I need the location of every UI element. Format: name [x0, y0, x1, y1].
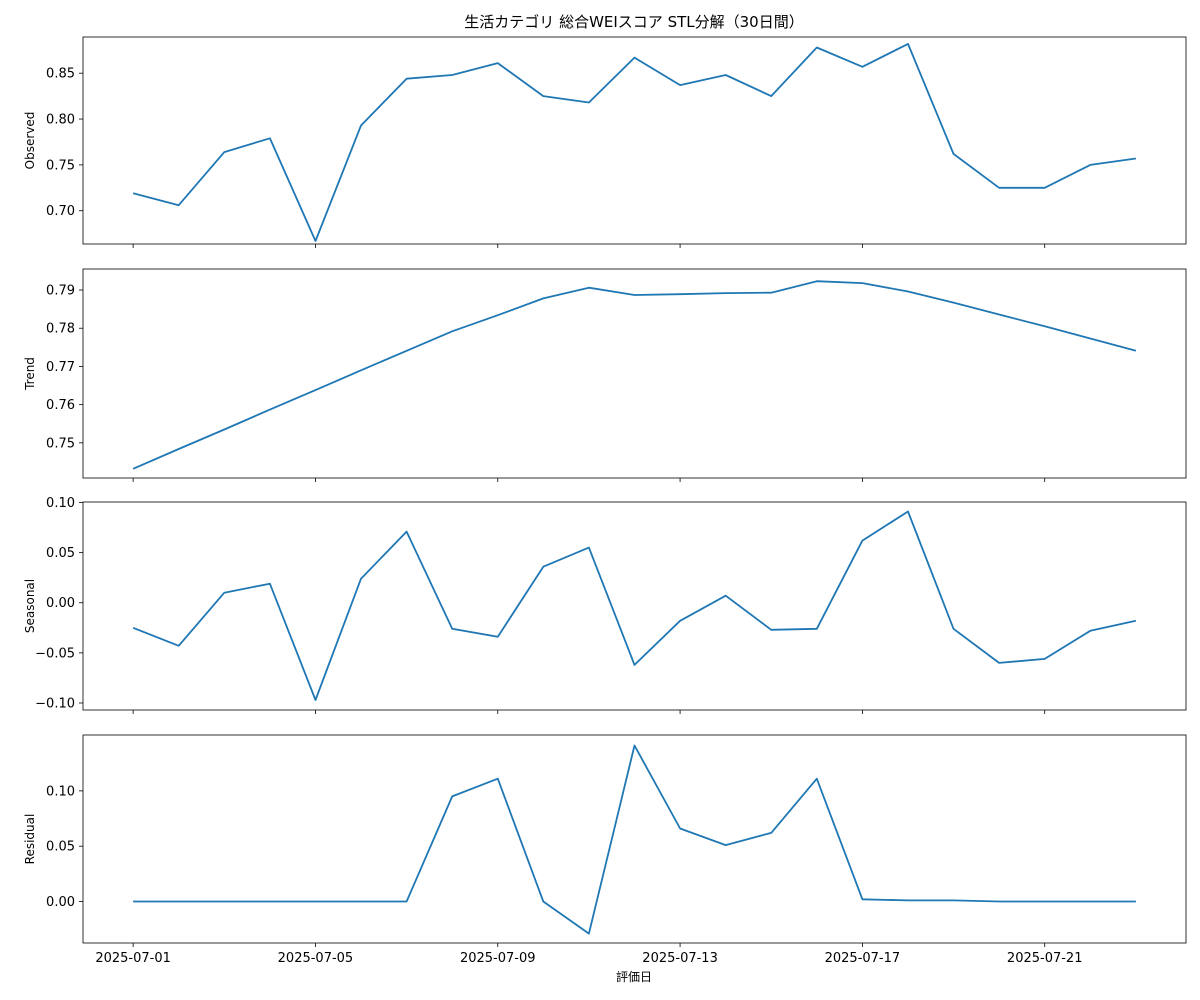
- seasonal-y-tick-label: −0.05: [35, 646, 75, 661]
- x-tick-label: 2025-07-01: [95, 951, 171, 966]
- residual-series-line: [133, 744, 1136, 935]
- seasonal-y-tick-label: 0.05: [46, 546, 75, 561]
- seasonal-y-tick-label: 0.10: [46, 496, 75, 511]
- residual-axes-frame: [82, 734, 1187, 944]
- seasonal-series-line: [132, 510, 1137, 701]
- observed-y-tick-label: 0.80: [46, 113, 75, 128]
- residual-y-axis-label: Residual: [23, 814, 37, 865]
- observed-y-tick-label: 0.70: [46, 204, 75, 219]
- x-axis-label: 評価日: [616, 969, 652, 984]
- observed-y-tick-label: 0.85: [46, 67, 75, 82]
- seasonal-axes-frame: [82, 501, 1187, 711]
- x-tick-label: 2025-07-21: [1007, 951, 1083, 966]
- x-tick-label: 2025-07-09: [460, 951, 536, 966]
- observed-y-axis-label: Observed: [23, 112, 37, 170]
- trend-y-tick-label: 0.77: [46, 360, 75, 375]
- seasonal-y-tick-label: −0.10: [35, 696, 75, 711]
- observed-series-line: [132, 43, 1137, 242]
- residual-y-tick-label: 0.10: [46, 784, 75, 799]
- trend-y-tick-label: 0.78: [46, 322, 75, 337]
- x-tick-label: 2025-07-05: [278, 951, 354, 966]
- trend-y-tick-label: 0.75: [46, 436, 75, 451]
- trend-axes-frame: [82, 268, 1187, 479]
- figure-title: 生活カテゴリ 総合WEIスコア STL分解（30日間）: [464, 13, 803, 31]
- x-tick-label: 2025-07-17: [825, 951, 901, 966]
- seasonal-y-tick-label: 0.00: [46, 596, 75, 611]
- residual-y-tick-label: 0.00: [46, 895, 75, 910]
- observed-y-tick-label: 0.75: [46, 158, 75, 173]
- x-tick-label: 2025-07-13: [642, 951, 718, 966]
- panels-group: 0.70 0.75 0.80 0.85 Observed 0.75 0.76 0.77 0.78…: [23, 36, 1187, 966]
- trend-y-tick-label: 0.76: [46, 398, 75, 413]
- seasonal-y-axis-label: Seasonal: [23, 579, 37, 633]
- trend-y-tick-label: 0.79: [46, 284, 75, 299]
- trend-series-line: [132, 280, 1137, 470]
- residual-y-tick-label: 0.05: [46, 840, 75, 855]
- trend-y-axis-label: Trend: [23, 357, 37, 391]
- observed-axes-frame: [82, 36, 1187, 245]
